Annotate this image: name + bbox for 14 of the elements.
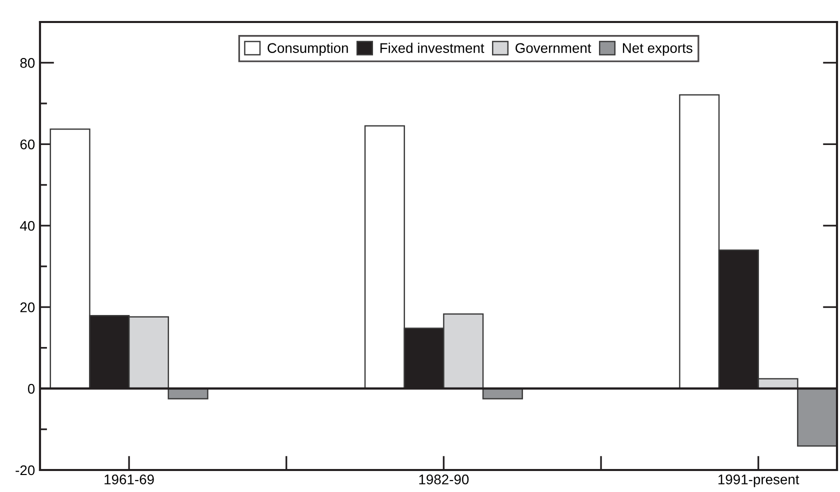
- y-tick-label: -20: [16, 465, 35, 476]
- legend-label: Consumption: [268, 42, 348, 56]
- legend-label: Net exports: [622, 43, 692, 56]
- y-tick-label: 20: [20, 302, 35, 312]
- x-tick-label: 1991-present: [718, 474, 800, 488]
- x-tick-label: 1961-69: [104, 474, 154, 484]
- y-tick-label: 60: [20, 140, 35, 150]
- y-tick-label: 40: [20, 220, 35, 231]
- y-tick-label: 80: [20, 58, 35, 68]
- legend-label: Government: [516, 43, 592, 53]
- legend-label: Fixed investment: [380, 42, 484, 53]
- bar: [797, 388, 837, 447]
- x-tick-label: 1982-90: [419, 474, 469, 484]
- y-tick-label: 0: [28, 384, 35, 394]
